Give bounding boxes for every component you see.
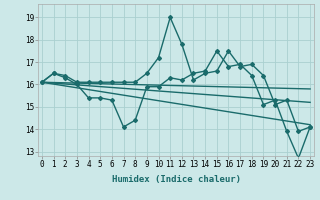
X-axis label: Humidex (Indice chaleur): Humidex (Indice chaleur) bbox=[111, 175, 241, 184]
